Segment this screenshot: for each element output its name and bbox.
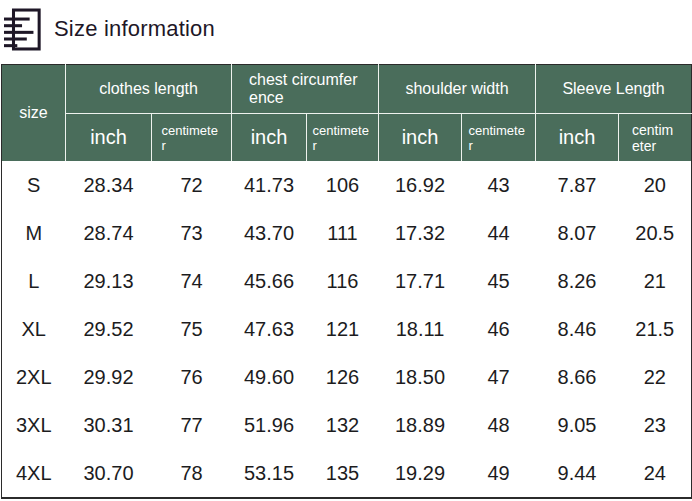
header-unit-inch-sleeve: inch [536, 114, 619, 162]
value-cell: 72 [152, 161, 232, 209]
value-cell: 116 [307, 257, 379, 305]
value-cell: 49 [462, 449, 536, 498]
value-cell: 111 [307, 209, 379, 257]
size-cell: 2XL [2, 353, 66, 401]
title-bar: Size information [0, 0, 692, 54]
header-unit-cm-chest: centimeter [307, 114, 379, 162]
value-cell: 17.71 [379, 257, 462, 305]
value-cell: 8.26 [536, 257, 619, 305]
value-cell: 78 [152, 449, 232, 498]
value-cell: 9.44 [536, 449, 619, 498]
header-group-shoulder-width: shoulder width [379, 65, 536, 114]
header-unit-cm-shoulder: centimeter [462, 114, 536, 162]
value-cell: 19.29 [379, 449, 462, 498]
value-cell: 30.31 [66, 401, 152, 449]
value-cell: 23 [619, 401, 692, 449]
table-row: 2XL 29.92 76 49.60 126 18.50 47 8.66 22 [2, 353, 692, 401]
header-group-chest-circumference: chest circumference [232, 65, 379, 114]
value-cell: 49.60 [232, 353, 307, 401]
table-row: L 29.13 74 45.66 116 17.71 45 8.26 21 [2, 257, 692, 305]
value-cell: 21 [619, 257, 692, 305]
value-cell: 24 [619, 449, 692, 498]
value-cell: 8.66 [536, 353, 619, 401]
value-cell: 47.63 [232, 305, 307, 353]
table-row: XL 29.52 75 47.63 121 18.11 46 8.46 21.5 [2, 305, 692, 353]
value-cell: 43.70 [232, 209, 307, 257]
value-cell: 76 [152, 353, 232, 401]
value-cell: 18.89 [379, 401, 462, 449]
value-cell: 16.92 [379, 161, 462, 209]
value-cell: 45 [462, 257, 536, 305]
document-lines-icon [4, 7, 42, 52]
header-group-sleeve-length: Sleeve Length [536, 65, 692, 114]
value-cell: 8.46 [536, 305, 619, 353]
value-cell: 17.32 [379, 209, 462, 257]
value-cell: 46 [462, 305, 536, 353]
header-unit-cm-sleeve: centimeter [619, 114, 692, 162]
value-cell: 28.34 [66, 161, 152, 209]
table-row: 3XL 30.31 77 51.96 132 18.89 48 9.05 23 [2, 401, 692, 449]
size-cell: XL [2, 305, 66, 353]
value-cell: 29.13 [66, 257, 152, 305]
header-group-clothes-length: clothes length [66, 65, 232, 114]
value-cell: 18.50 [379, 353, 462, 401]
value-cell: 135 [307, 449, 379, 498]
table-row: S 28.34 72 41.73 106 16.92 43 7.87 20 [2, 161, 692, 209]
value-cell: 18.11 [379, 305, 462, 353]
value-cell: 30.70 [66, 449, 152, 498]
value-cell: 20 [619, 161, 692, 209]
value-cell: 73 [152, 209, 232, 257]
size-cell: S [2, 161, 66, 209]
value-cell: 132 [307, 401, 379, 449]
header-unit-inch-shoulder: inch [379, 114, 462, 162]
value-cell: 44 [462, 209, 536, 257]
size-table: size clothes length chest circumference … [1, 64, 692, 499]
value-cell: 8.07 [536, 209, 619, 257]
value-cell: 43 [462, 161, 536, 209]
header-unit-inch-clothes: inch [66, 114, 152, 162]
table-row: M 28.74 73 43.70 111 17.32 44 8.07 20.5 [2, 209, 692, 257]
table-row: 4XL 30.70 78 53.15 135 19.29 49 9.44 24 [2, 449, 692, 498]
value-cell: 41.73 [232, 161, 307, 209]
size-cell: 4XL [2, 449, 66, 498]
value-cell: 126 [307, 353, 379, 401]
value-cell: 51.96 [232, 401, 307, 449]
page-title: Size information [54, 16, 215, 42]
header-unit-cm-clothes: centimeter [152, 114, 232, 162]
size-cell: L [2, 257, 66, 305]
value-cell: 121 [307, 305, 379, 353]
value-cell: 9.05 [536, 401, 619, 449]
value-cell: 47 [462, 353, 536, 401]
value-cell: 53.15 [232, 449, 307, 498]
value-cell: 45.66 [232, 257, 307, 305]
value-cell: 48 [462, 401, 536, 449]
value-cell: 22 [619, 353, 692, 401]
value-cell: 21.5 [619, 305, 692, 353]
value-cell: 77 [152, 401, 232, 449]
size-cell: 3XL [2, 401, 66, 449]
size-information-panel: Size information size clothes length che… [0, 0, 692, 501]
size-cell: M [2, 209, 66, 257]
value-cell: 29.92 [66, 353, 152, 401]
value-cell: 29.52 [66, 305, 152, 353]
header-size: size [2, 65, 66, 162]
value-cell: 20.5 [619, 209, 692, 257]
value-cell: 28.74 [66, 209, 152, 257]
header-unit-inch-chest: inch [232, 114, 307, 162]
value-cell: 106 [307, 161, 379, 209]
value-cell: 7.87 [536, 161, 619, 209]
value-cell: 75 [152, 305, 232, 353]
value-cell: 74 [152, 257, 232, 305]
